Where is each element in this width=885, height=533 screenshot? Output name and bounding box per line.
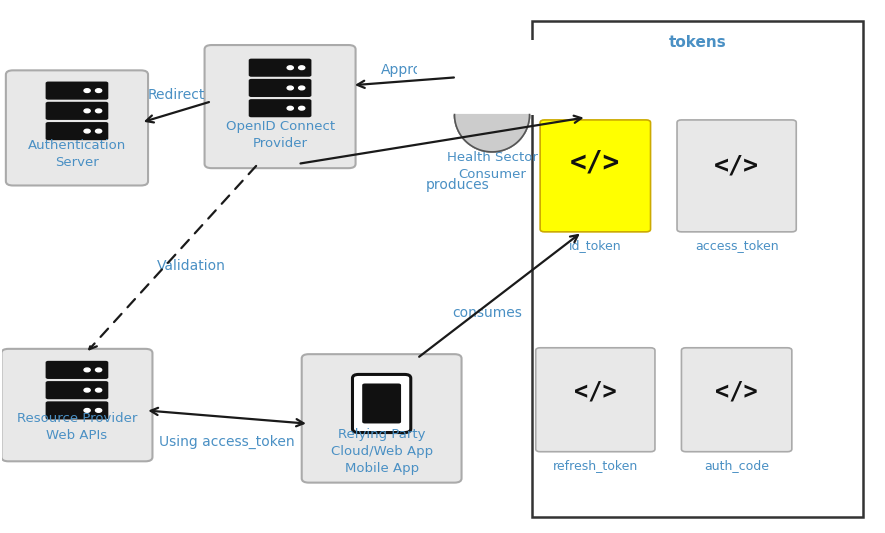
Text: auth_code: auth_code xyxy=(704,458,769,472)
FancyArrowPatch shape xyxy=(358,77,454,88)
Text: </>: </> xyxy=(715,379,758,404)
FancyBboxPatch shape xyxy=(302,354,462,483)
Polygon shape xyxy=(455,115,529,152)
Text: OpenID Connect
Provider: OpenID Connect Provider xyxy=(226,120,335,150)
Text: </>: </> xyxy=(574,379,617,404)
FancyBboxPatch shape xyxy=(46,122,108,140)
FancyBboxPatch shape xyxy=(46,361,108,379)
FancyArrowPatch shape xyxy=(419,235,578,357)
Text: Validation: Validation xyxy=(158,260,227,273)
FancyBboxPatch shape xyxy=(532,21,863,517)
FancyBboxPatch shape xyxy=(249,59,312,77)
Text: id_token: id_token xyxy=(569,239,621,252)
Text: </>: </> xyxy=(570,149,620,176)
FancyBboxPatch shape xyxy=(46,401,108,419)
Circle shape xyxy=(96,408,102,413)
FancyBboxPatch shape xyxy=(417,40,567,115)
Circle shape xyxy=(298,86,304,90)
Circle shape xyxy=(84,368,90,372)
FancyBboxPatch shape xyxy=(46,102,108,120)
Text: Resource Provider
Web APIs: Resource Provider Web APIs xyxy=(17,413,137,442)
FancyBboxPatch shape xyxy=(681,348,792,452)
FancyBboxPatch shape xyxy=(249,99,312,117)
Circle shape xyxy=(298,106,304,110)
FancyBboxPatch shape xyxy=(46,82,108,100)
Circle shape xyxy=(84,130,90,133)
FancyBboxPatch shape xyxy=(46,381,108,399)
Text: consumes: consumes xyxy=(452,306,522,320)
FancyBboxPatch shape xyxy=(6,70,148,185)
Text: tokens: tokens xyxy=(668,35,727,50)
Circle shape xyxy=(96,368,102,372)
Circle shape xyxy=(287,106,293,110)
Circle shape xyxy=(96,388,102,392)
Text: produces: produces xyxy=(426,178,489,192)
FancyBboxPatch shape xyxy=(535,348,655,452)
Circle shape xyxy=(84,408,90,413)
FancyBboxPatch shape xyxy=(540,120,650,232)
Text: Using access_token: Using access_token xyxy=(159,434,295,449)
FancyArrowPatch shape xyxy=(146,102,209,123)
Circle shape xyxy=(84,88,90,92)
Circle shape xyxy=(298,66,304,69)
Text: Approval: Approval xyxy=(381,63,442,77)
Text: Redirect: Redirect xyxy=(148,88,205,102)
Circle shape xyxy=(84,109,90,112)
Text: Relying Party
Cloud/Web App
Mobile App: Relying Party Cloud/Web App Mobile App xyxy=(331,429,433,475)
FancyArrowPatch shape xyxy=(89,166,256,349)
Text: Health Sector
Consumer: Health Sector Consumer xyxy=(447,151,537,181)
FancyBboxPatch shape xyxy=(2,349,152,462)
FancyBboxPatch shape xyxy=(677,120,796,232)
Circle shape xyxy=(96,130,102,133)
FancyArrowPatch shape xyxy=(150,408,304,426)
Circle shape xyxy=(287,86,293,90)
Circle shape xyxy=(96,88,102,92)
Text: </>: </> xyxy=(714,153,759,177)
FancyBboxPatch shape xyxy=(362,384,401,423)
Circle shape xyxy=(287,66,293,69)
Circle shape xyxy=(96,109,102,112)
FancyBboxPatch shape xyxy=(249,79,312,97)
Text: access_token: access_token xyxy=(695,239,779,252)
FancyArrowPatch shape xyxy=(301,116,581,164)
Circle shape xyxy=(458,59,526,99)
FancyBboxPatch shape xyxy=(204,45,356,168)
Text: Authentication
Server: Authentication Server xyxy=(27,139,126,168)
Text: refresh_token: refresh_token xyxy=(553,458,638,472)
FancyBboxPatch shape xyxy=(352,374,411,433)
Ellipse shape xyxy=(455,77,529,152)
Circle shape xyxy=(84,388,90,392)
